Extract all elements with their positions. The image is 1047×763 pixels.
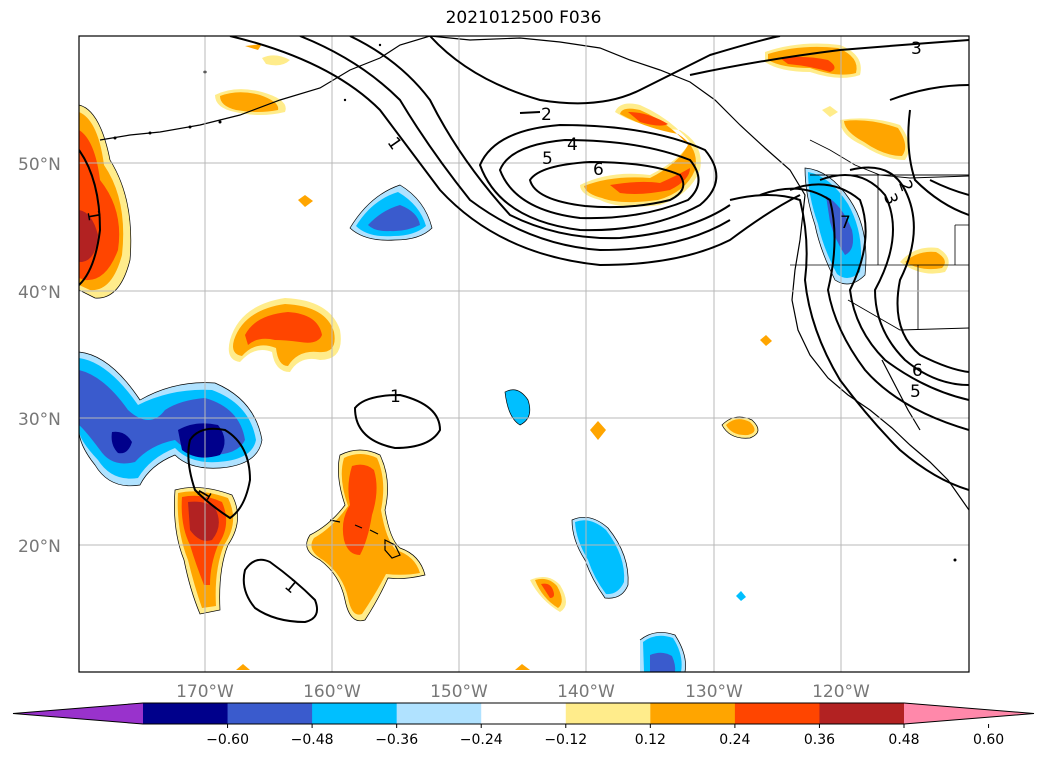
contour-label: 6 xyxy=(912,361,923,381)
gridlines xyxy=(79,36,969,672)
contour-label: 7 xyxy=(840,213,851,233)
colorbar-segment xyxy=(734,703,820,724)
contour-1-north xyxy=(229,36,801,267)
colorbar-tick-label: −0.60 xyxy=(206,732,249,748)
lon-label-170w: 170°W xyxy=(176,682,234,702)
contour-1-low-south xyxy=(187,427,252,520)
colorbar-segment xyxy=(227,703,313,724)
colorbar-segment xyxy=(650,703,736,724)
contour-label: 5 xyxy=(542,149,553,169)
lon-label-130w: 130°W xyxy=(685,682,743,702)
colorbar-tick-label: −0.48 xyxy=(291,732,334,748)
map-layer: 1 1 1 1 1 2 4 5 6 3 7 3 6 5 2 xyxy=(79,36,969,672)
colorbar-tick-label: 0.60 xyxy=(973,732,1004,748)
lat-label-40n: 40°N xyxy=(18,283,61,303)
lon-label-120w: 120°W xyxy=(812,682,870,702)
colorbar-segment xyxy=(143,703,229,724)
lat-label-50n: 50°N xyxy=(18,155,61,175)
colorbar-extend-high xyxy=(904,703,1034,724)
colorbar-segment xyxy=(312,703,398,724)
colorbar-tick-label: −0.36 xyxy=(375,732,418,748)
contour-3-top xyxy=(689,39,969,76)
lon-label-140w: 140°W xyxy=(557,682,615,702)
latitude-axis: 50°N 40°N 30°N 20°N xyxy=(18,155,61,557)
colorbar-segment xyxy=(396,703,482,724)
contour-1-subtropical xyxy=(353,393,442,450)
contour-2 xyxy=(429,36,781,105)
colorbar-tick-label: 0.12 xyxy=(635,732,666,748)
coastline-us-west xyxy=(791,239,969,511)
contour-1-west xyxy=(79,149,102,286)
contours xyxy=(79,36,969,624)
colorbar-segment xyxy=(819,703,905,724)
shading-cold-core xyxy=(178,423,225,458)
lon-label-160w: 160°W xyxy=(303,682,361,702)
contour-label: 5 xyxy=(910,382,921,402)
hawaii-islands xyxy=(329,519,401,559)
colorbar-tick-label: 0.24 xyxy=(719,732,750,748)
anomaly-outlines xyxy=(79,104,867,672)
colorbar-extend-low xyxy=(13,703,143,724)
border-us-mexico xyxy=(847,299,969,331)
small-islands xyxy=(113,43,957,562)
lon-label-150w: 150°W xyxy=(430,682,488,702)
map-background xyxy=(79,36,969,672)
colorbar-tick-label: 0.48 xyxy=(888,732,919,748)
lat-label-20n: 20°N xyxy=(18,537,61,557)
contour-label: 1 xyxy=(82,209,104,223)
colorbar-tick-label: 0.36 xyxy=(804,732,835,748)
contour-label: 3 xyxy=(911,39,922,59)
map-frame xyxy=(78,35,970,673)
longitude-axis: 170°W 160°W 150°W 140°W 130°W 120°W xyxy=(176,682,870,702)
contour-ellipse-inner xyxy=(528,160,685,209)
colorbar: −0.60 −0.48 −0.36 −0.24 −0.12 0.12 0.24 0.36 0.4… xyxy=(12,702,1035,748)
lat-label-30n: 30°N xyxy=(18,410,61,430)
contour-label: 2 xyxy=(541,105,552,125)
shading-cold-30n xyxy=(505,389,530,425)
contour-label: 6 xyxy=(593,160,604,180)
colorbar-outline xyxy=(12,702,1035,725)
contour-ellipse-outer xyxy=(478,123,718,232)
colorbar-segment xyxy=(565,703,651,724)
map-title: 2021012500 F036 xyxy=(445,8,602,28)
colorbar-tick-label: −0.24 xyxy=(460,732,503,748)
shading-warm-small-2 xyxy=(590,421,606,440)
contour-label: 1 xyxy=(390,387,401,407)
contour-1-lower xyxy=(242,558,318,624)
colorbar-tick-label: −0.12 xyxy=(544,732,587,748)
colorbar-segment xyxy=(481,703,567,724)
contour-label: 4 xyxy=(567,135,578,155)
